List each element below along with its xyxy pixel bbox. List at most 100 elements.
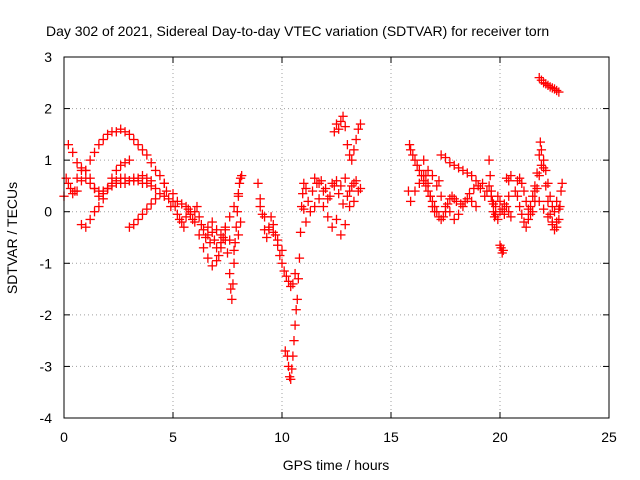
data-point — [233, 230, 244, 240]
data-point — [405, 196, 416, 207]
data-point — [291, 305, 301, 315]
x-tick-label: 15 — [383, 429, 399, 445]
data-point — [534, 196, 544, 207]
data-point — [464, 189, 475, 199]
data-point — [429, 207, 440, 217]
data-point — [477, 178, 488, 189]
data-point — [89, 207, 100, 217]
y-tick-labels: -4 -3 -2 -1 0 1 2 3 — [40, 49, 53, 426]
data-point — [340, 219, 350, 230]
data-point — [235, 217, 246, 227]
data-point — [340, 173, 350, 183]
data-point — [342, 140, 353, 150]
y-tick-label: 3 — [44, 49, 52, 65]
data-point — [410, 155, 420, 165]
data-point — [438, 212, 448, 222]
data-point — [340, 121, 350, 132]
data-point — [150, 194, 161, 204]
data-point — [421, 170, 431, 181]
data-point — [150, 165, 161, 176]
data-point — [124, 155, 135, 165]
data-point — [137, 145, 148, 155]
data-point — [231, 222, 241, 232]
data-point — [323, 212, 333, 222]
data-point — [81, 165, 91, 176]
data-point — [436, 191, 446, 201]
data-point — [281, 271, 292, 281]
data-point — [318, 186, 329, 196]
x-tick-label: 10 — [274, 429, 290, 445]
data-point — [331, 176, 342, 186]
data-point — [133, 214, 143, 225]
data-point — [194, 212, 204, 222]
data-point — [89, 147, 100, 158]
data-point — [181, 201, 191, 212]
data-point — [194, 230, 204, 240]
data-point — [98, 134, 108, 145]
data-point — [268, 219, 278, 230]
data-point — [216, 230, 226, 240]
data-point — [63, 140, 74, 150]
data-point — [190, 217, 200, 227]
data-point — [146, 199, 156, 209]
data-point — [410, 186, 420, 196]
y-axis-label: SDTVAR / TECUs — [4, 182, 20, 294]
data-point — [292, 294, 302, 305]
data-point — [467, 170, 477, 181]
data-point — [510, 186, 520, 196]
data-point — [543, 196, 553, 207]
data-point — [142, 150, 152, 160]
data-point — [353, 186, 363, 196]
data-point — [124, 129, 135, 140]
data-point — [294, 253, 305, 263]
data-point — [423, 165, 433, 176]
data-point — [323, 194, 333, 204]
data-point — [229, 201, 239, 212]
data-point — [519, 186, 529, 196]
y-tick-label: -1 — [40, 255, 53, 271]
y-tick-label: 0 — [44, 204, 52, 220]
data-point — [484, 155, 494, 165]
data-point — [225, 212, 235, 222]
y-tick-label: -4 — [40, 410, 53, 426]
data-point — [161, 186, 172, 196]
data-point — [288, 351, 298, 361]
x-tick-label: 5 — [169, 429, 177, 445]
y-tick-label: -2 — [40, 307, 53, 323]
data-point — [552, 196, 562, 207]
data-point — [298, 189, 308, 199]
x-tick-labels: 0 5 10 15 20 25 — [60, 429, 617, 445]
data-point — [211, 256, 222, 266]
data-point — [495, 207, 505, 217]
data-point — [336, 181, 346, 191]
data-point — [207, 217, 217, 227]
data-point — [85, 214, 95, 225]
data-point — [467, 196, 477, 207]
y-tick-label: 1 — [44, 152, 52, 168]
data-point — [227, 294, 237, 305]
data-point — [517, 178, 527, 189]
data-point — [414, 178, 424, 189]
data-point — [318, 201, 329, 212]
data-point — [541, 181, 551, 191]
data-point — [514, 173, 525, 183]
data-point — [198, 243, 209, 253]
data-point — [353, 124, 363, 134]
data-point — [159, 178, 169, 189]
data-point — [344, 150, 355, 160]
data-point — [538, 163, 549, 173]
data-point — [485, 170, 495, 181]
data-point — [347, 155, 357, 165]
data-point — [427, 201, 438, 212]
data-point — [172, 209, 183, 219]
data-point — [220, 225, 230, 235]
data-point — [146, 158, 156, 168]
data-point — [344, 186, 355, 196]
data-point — [129, 219, 139, 230]
data-point — [85, 178, 95, 189]
data-point — [405, 145, 416, 155]
data-point — [423, 186, 433, 196]
data-point — [314, 194, 324, 204]
x-axis-label: GPS time / hours — [283, 457, 390, 473]
data-point — [68, 147, 78, 158]
